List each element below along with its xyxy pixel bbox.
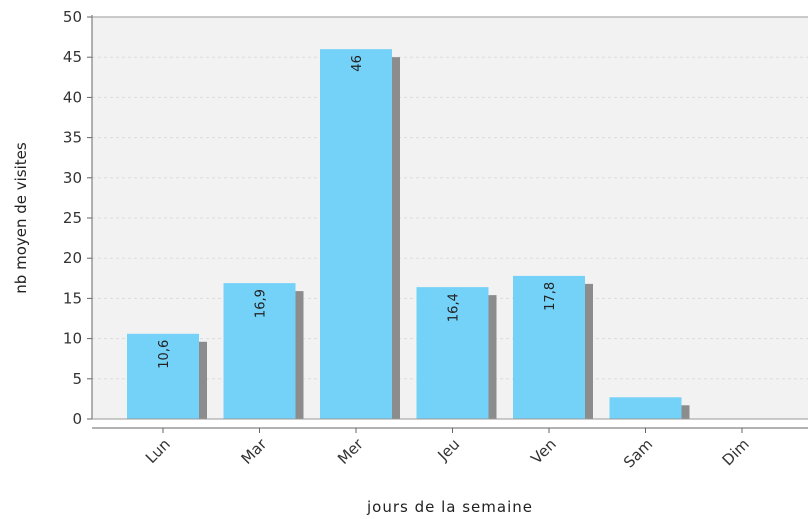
y-tick-label: 35 — [63, 129, 82, 147]
x-axis: Lun Mar Mer Jeu Ven Sam Dim — [92, 418, 808, 471]
x-tick-label: Jeu — [434, 435, 464, 465]
bar-value-label: 46 — [350, 55, 365, 72]
y-axis: 0 5 10 15 20 25 30 35 40 45 50 — [63, 8, 808, 428]
y-tick-label: 45 — [63, 48, 82, 66]
bar-lun — [127, 333, 199, 419]
bar-value-label: 16,4 — [447, 293, 462, 322]
bar-value-label: 17,8 — [543, 282, 558, 311]
x-tick-label: Mar — [238, 435, 271, 468]
x-tick-label: Sam — [620, 435, 656, 471]
y-tick-label: 15 — [63, 289, 82, 307]
bar-mer — [320, 49, 392, 419]
bars — [127, 49, 690, 419]
bar-value-label: 16,9 — [254, 289, 269, 318]
y-tick-label: 5 — [72, 370, 82, 388]
y-tick-label: 20 — [63, 249, 82, 267]
y-tick-label: 40 — [63, 88, 82, 106]
bar-ven — [513, 275, 585, 419]
bar-jeu — [416, 287, 489, 419]
y-tick-label: 50 — [63, 8, 82, 26]
y-axis-title: nb moyen de visites — [12, 142, 30, 294]
y-tick-label: 10 — [63, 330, 82, 348]
x-tick-label: Mer — [334, 435, 367, 468]
bar-mar — [223, 283, 296, 419]
x-tick-label: Dim — [719, 435, 753, 469]
bar-value-label: 10,6 — [157, 340, 172, 369]
bar-sam — [609, 397, 682, 419]
y-tick-label: 0 — [72, 410, 82, 428]
y-tick-label: 30 — [63, 169, 82, 187]
y-tick-label: 25 — [63, 209, 82, 227]
x-tick-label: Lun — [142, 435, 174, 467]
x-axis-title: jours de la semaine — [366, 498, 533, 516]
bar-labels: 10,6 16,9 46 16,4 17,8 — [157, 55, 558, 369]
x-tick-label: Ven — [527, 435, 559, 467]
